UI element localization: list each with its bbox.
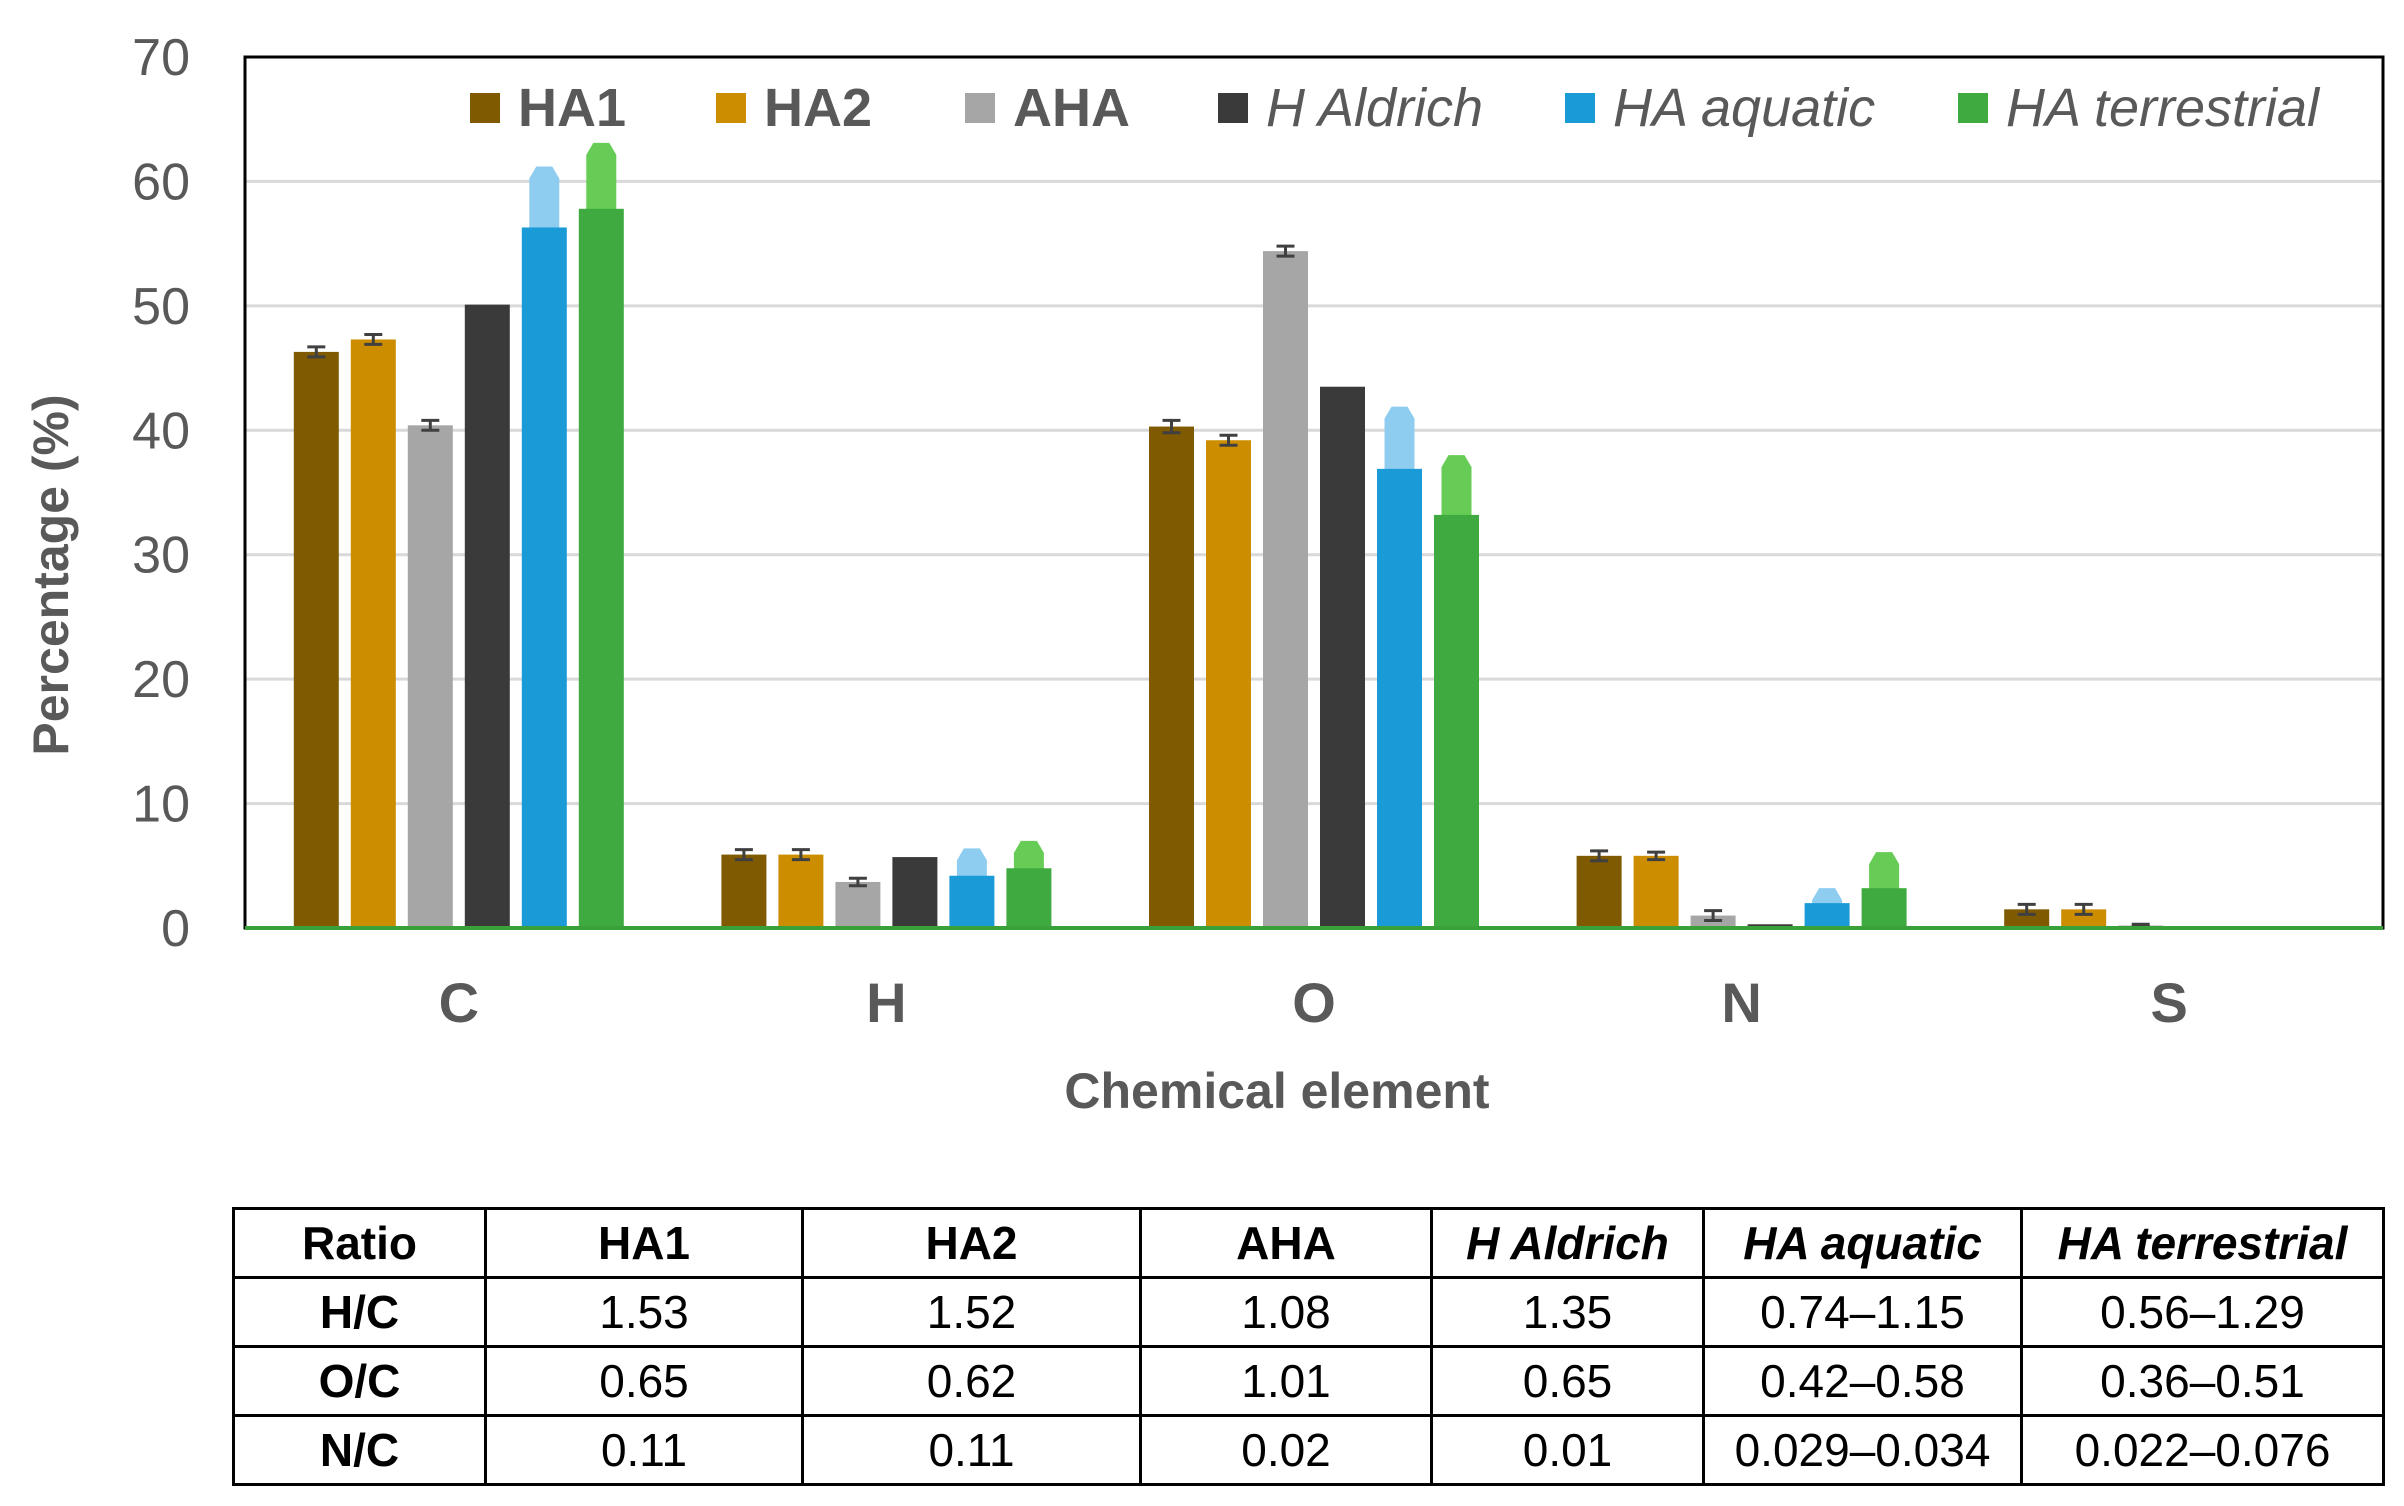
bar: [521, 227, 567, 928]
legend-swatch: [1565, 93, 1595, 123]
bar: [1320, 386, 1365, 928]
bar: [293, 351, 339, 928]
table-cell: 0.74–1.15: [1702, 1276, 2023, 1348]
bar: [1804, 903, 1850, 928]
table-cell: 0.029–0.034: [1702, 1414, 2023, 1486]
table-row: N/C 0.11 0.11 0.02 0.01 0.029–0.034 0.02…: [232, 1414, 2385, 1486]
table-cell: 0.11: [484, 1414, 804, 1486]
bar: [1633, 855, 1679, 928]
table-cell: 0.01: [1430, 1414, 1705, 1486]
bars: [293, 142, 2164, 929]
table-header-cell: AHA: [1139, 1207, 1433, 1279]
table-header-cell: HA terrestrial: [2020, 1207, 2385, 1279]
table-cell: 1.01: [1139, 1345, 1433, 1417]
y-tick-label: 0: [161, 900, 190, 958]
y-axis-label: Percentage (%): [23, 394, 79, 755]
table-header-cell: HA2: [801, 1207, 1142, 1279]
legend-swatch: [470, 93, 500, 123]
bar: [1861, 888, 1907, 928]
bar: [407, 425, 453, 928]
legend-swatch: [965, 93, 995, 123]
x-tick-label: O: [1292, 971, 1336, 1034]
bar: [835, 881, 881, 928]
legend-label: HA2: [764, 78, 872, 138]
legend-label: AHA: [1013, 78, 1130, 138]
table-cell: 0.02: [1139, 1414, 1433, 1486]
table-row: O/C 0.65 0.62 1.01 0.65 0.42–0.58 0.36–0…: [232, 1345, 2385, 1417]
table-header-row: Ratio HA1 HA2 AHA H Aldrich HA aquatic H…: [232, 1207, 2385, 1279]
legend: HA1 HA2 AHA H Aldrich HA aquatic HA terrestri…: [470, 78, 2321, 138]
table-cell: 0.36–0.51: [2020, 1345, 2385, 1417]
y-tick-label: 30: [132, 527, 190, 585]
bar: [1263, 251, 1308, 928]
bar: [1206, 440, 1251, 928]
table-cell: 0.56–1.29: [2020, 1276, 2385, 1348]
table-cell: 1.08: [1139, 1276, 1433, 1348]
table-cell: 1.35: [1430, 1276, 1705, 1348]
bar: [1006, 868, 1052, 928]
table-row-label: O/C: [232, 1345, 487, 1417]
table-cell: 1.53: [484, 1276, 804, 1348]
ratio-table: Ratio HA1 HA2 AHA H Aldrich HA aquatic H…: [232, 1207, 2385, 1486]
y-tick-label: 70: [132, 29, 190, 87]
bar-chart: 0 10 20 30 40 50 60 70 C H O N S HA1 HA2 AHA H Aldrich…: [23, 29, 2385, 1119]
y-tick-label: 40: [132, 402, 190, 460]
table-header-cell: H Aldrich: [1430, 1207, 1705, 1279]
bar: [949, 875, 995, 928]
table-header-cell: Ratio: [232, 1207, 487, 1279]
table-cell: 0.42–0.58: [1702, 1345, 2023, 1417]
bar: [1377, 468, 1422, 928]
x-tick-label: N: [1721, 971, 1761, 1034]
legend-label: HA terrestrial: [2006, 78, 2321, 138]
bar: [721, 854, 767, 928]
y-tick-label: 20: [132, 651, 190, 709]
bar: [2061, 909, 2107, 928]
table-cell: 0.022–0.076: [2020, 1414, 2385, 1486]
table-header-cell: HA1: [484, 1207, 804, 1279]
legend-label: HA1: [518, 78, 626, 138]
legend-swatch: [1218, 93, 1248, 123]
legend-swatch: [716, 93, 746, 123]
table-cell: 0.65: [484, 1345, 804, 1417]
legend-swatch: [1958, 93, 1988, 123]
x-tick-label: C: [439, 971, 479, 1034]
x-tick-label: H: [866, 971, 906, 1034]
bar: [1434, 514, 1479, 928]
bar: [778, 854, 824, 928]
legend-label: H Aldrich: [1266, 78, 1483, 138]
table-row-label: H/C: [232, 1276, 487, 1348]
bar: [350, 339, 396, 928]
legend-label: HA aquatic: [1613, 78, 1875, 138]
bar: [1149, 426, 1194, 928]
table-cell: 0.11: [801, 1414, 1142, 1486]
bar: [578, 208, 624, 928]
table-row-label: N/C: [232, 1414, 487, 1486]
bar: [1576, 855, 1622, 928]
table-row: H/C 1.53 1.52 1.08 1.35 0.74–1.15 0.56–1…: [232, 1276, 2385, 1348]
y-tick-label: 60: [132, 153, 190, 211]
table-cell: 0.65: [1430, 1345, 1705, 1417]
bar: [892, 857, 938, 928]
y-tick-labels: 0 10 20 30 40 50 60 70: [132, 29, 190, 958]
table-header-cell: HA aquatic: [1702, 1207, 2023, 1279]
table-cell: 1.52: [801, 1276, 1142, 1348]
bar: [2004, 909, 2050, 928]
x-tick-label: S: [2151, 971, 2188, 1034]
bar: [464, 304, 510, 928]
table-cell: 0.62: [801, 1345, 1142, 1417]
x-axis-label: Chemical element: [1064, 1063, 1490, 1119]
y-tick-label: 50: [132, 278, 190, 336]
y-tick-label: 10: [132, 776, 190, 834]
